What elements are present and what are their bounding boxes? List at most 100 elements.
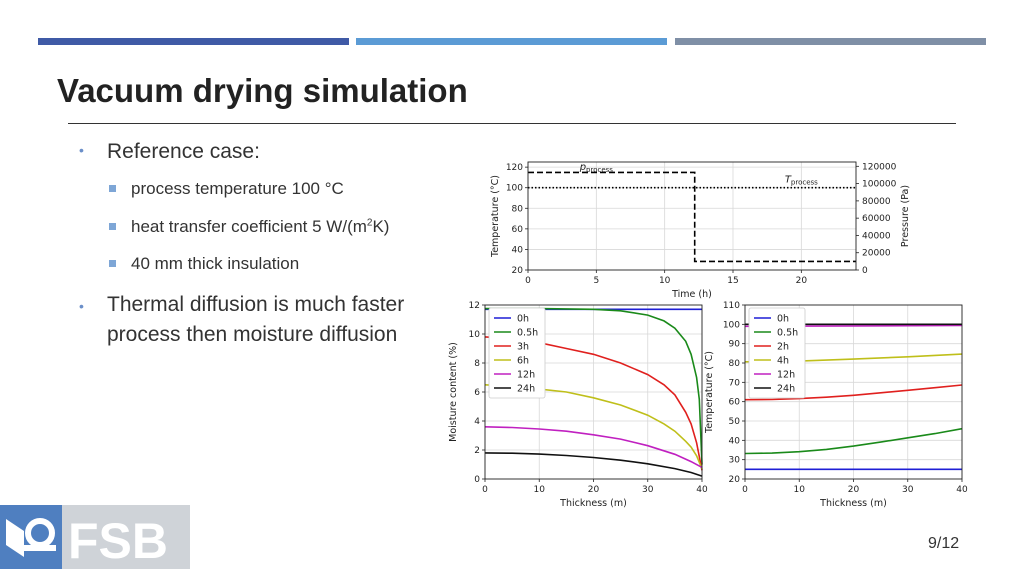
header-bar-3 (675, 38, 986, 45)
y2-tick-label: 20000 (862, 249, 891, 259)
plot-frame (484, 304, 703, 480)
series-line-12h (484, 426, 703, 469)
y2-tick-label: 120000 (862, 162, 897, 172)
y-tick-label: 6 (474, 388, 480, 398)
y-axis-label: Temperature (°C) (490, 175, 501, 258)
sub-bullet-process-temperature: process temperature 100 °C (131, 179, 344, 198)
y-tick-label: 20 (729, 475, 741, 485)
y-axis-label: Moisture content (%) (448, 342, 459, 442)
header-bar-1 (38, 38, 349, 45)
moisture-content-chart: 0 10 20 30 40 0 2 4 6 8 10 12 Thickness (m) Moisture … (448, 301, 708, 509)
x-axis-label: Thickness (m) (559, 498, 627, 509)
series-line-24h (484, 452, 703, 477)
legend-label: 4h (777, 356, 789, 367)
x-tick-label: 20 (588, 485, 600, 495)
series-line-0-5h (744, 427, 963, 455)
series-line-2h (744, 384, 963, 401)
y-tick-label: 20 (512, 266, 524, 276)
sub-bullet-insulation: 40 mm thick insulation (131, 254, 300, 273)
y2-tick-label: 60000 (862, 214, 891, 224)
slide-title: Vacuum drying simulation (57, 72, 468, 109)
y2-tick-label: 80000 (862, 197, 891, 207)
legend-label: 24h (517, 384, 535, 395)
y-tick-label: 120 (506, 163, 523, 173)
x-axis-label: Thickness (m) (819, 498, 887, 509)
x-tick-label: 0 (482, 485, 488, 495)
y-tick-label: 100 (506, 184, 523, 194)
process-conditions-chart: 0 5 10 15 20 20 40 60 80 100 120 0 20000 40000 60000 80… (490, 161, 911, 300)
x-tick-label: 10 (659, 276, 671, 286)
y-tick-label: 60 (512, 225, 524, 235)
heat-transfer-unit: K) (372, 217, 390, 236)
y-tick-label: 12 (469, 301, 480, 311)
y-tick-label: 2 (474, 446, 480, 456)
x-tick-label: 10 (794, 485, 806, 495)
x-axis-label: Time (h) (671, 289, 712, 300)
logo-text: FSB (68, 513, 168, 569)
y2-tick-label: 40000 (862, 231, 891, 241)
y-tick-label: 0 (474, 475, 480, 485)
x-tick-label: 40 (956, 485, 968, 495)
legend-box (488, 307, 546, 399)
y2-tick-label: 100000 (862, 180, 897, 190)
plot-frame (527, 161, 857, 271)
x-tick-label: 20 (796, 276, 808, 286)
legend-label: 0h (517, 314, 529, 325)
heat-transfer-sup: 2 (366, 217, 373, 229)
x-tick-label: 0 (742, 485, 748, 495)
y-tick-label: 40 (729, 436, 741, 446)
fsb-logo: FSB (0, 505, 190, 569)
y-tick-label: 10 (469, 330, 481, 340)
legend-label: 12h (517, 370, 535, 381)
sub-bullet-marker (109, 260, 116, 267)
y-tick-label: 30 (729, 456, 741, 466)
y-tick-label: 80 (512, 204, 524, 214)
sub-bullet-heat-transfer: heat transfer coefficient 5 W/(m2K) (131, 217, 389, 237)
y-tick-label: 70 (729, 378, 741, 388)
x-tick-label: 10 (534, 485, 546, 495)
y-tick-label: 40 (512, 245, 524, 255)
temperature-profile-chart: 0 10 20 30 40 20 30 40 50 60 70 80 90 100 110 Thickness… (704, 301, 968, 509)
bullet-marker: • (79, 142, 84, 158)
title-divider (68, 123, 956, 124)
bullet-marker: • (79, 298, 84, 314)
annotation-label: Tprocess (785, 175, 818, 187)
bullet-reference-case: Reference case: (107, 140, 260, 163)
bullet-thermal-diffusion-line1: Thermal diffusion is much faster (107, 293, 405, 316)
sub-bullet-marker (109, 223, 116, 230)
plot-frame (744, 304, 963, 480)
legend-label: 0h (777, 314, 789, 325)
legend-label: 0.5h (777, 328, 798, 339)
y-axis-label: Temperature (°C) (704, 351, 715, 434)
legend-label: 3h (517, 342, 529, 353)
x-tick-label: 15 (727, 276, 738, 286)
x-tick-label: 5 (593, 276, 599, 286)
y-tick-label: 50 (729, 417, 741, 427)
series-line-0-5h (485, 307, 703, 465)
x-tick-label: 30 (642, 485, 654, 495)
x-tick-label: 30 (902, 485, 914, 495)
fsb-logo-icon: FSB (0, 505, 190, 569)
legend-label: 0.5h (517, 328, 538, 339)
legend-label: 2h (777, 342, 789, 353)
x-tick-label: 40 (696, 485, 708, 495)
y2-axis-label: Pressure (Pa) (900, 185, 911, 247)
sub-bullet-marker (109, 185, 116, 192)
x-tick-label: 20 (848, 485, 860, 495)
header-bar-2 (356, 38, 667, 45)
legend-label: 6h (517, 356, 529, 367)
series-line-0 (528, 171, 856, 263)
bullet-thermal-diffusion-line2: process then moisture diffusion (107, 323, 398, 346)
legend-box (748, 307, 806, 399)
y-tick-label: 110 (723, 301, 740, 311)
page-number: 9/12 (928, 535, 960, 552)
legend-label: 12h (777, 370, 795, 381)
y-tick-label: 8 (474, 359, 480, 369)
y-tick-label: 100 (723, 320, 740, 330)
y-tick-label: 90 (729, 340, 741, 350)
legend-label: 24h (777, 384, 795, 395)
heat-transfer-text: heat transfer coefficient 5 W/(m (131, 217, 367, 236)
y-tick-label: 60 (729, 398, 741, 408)
x-tick-label: 0 (525, 276, 531, 286)
annotation-label: pprocess (579, 162, 614, 174)
